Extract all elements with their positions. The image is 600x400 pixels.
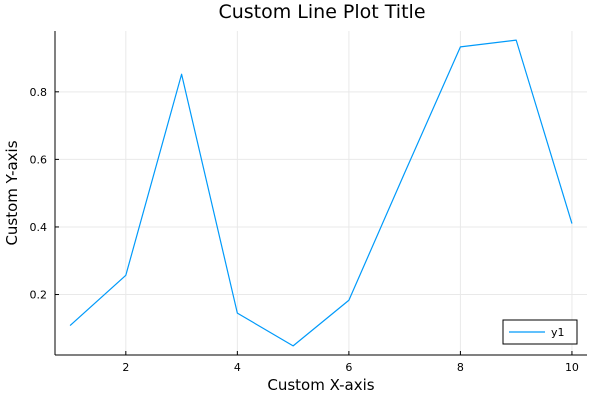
y-tick-label: 0.6	[30, 153, 48, 166]
legend: y1	[502, 319, 578, 345]
chart-title: Custom Line Plot Title	[218, 1, 425, 23]
tick-labels: 2 4 6 8 10 0.2 0.4 0.6 0.8	[30, 86, 579, 374]
axes	[54, 31, 587, 356]
x-tick-label: 10	[565, 361, 579, 374]
series-layer	[69, 39, 573, 347]
x-tick-label: 6	[345, 361, 352, 374]
tick-marks	[55, 91, 573, 355]
y-tick-label: 0.8	[30, 86, 48, 99]
y-tick-label: 0.4	[30, 221, 48, 234]
y-axis-title: Custom Y-axis	[3, 140, 21, 245]
x-tick-label: 4	[234, 361, 241, 374]
legend-label-y1: y1	[551, 326, 565, 339]
x-axis-title: Custom X-axis	[267, 376, 374, 394]
grid-lines	[55, 31, 587, 355]
x-tick-label: 8	[457, 361, 464, 374]
x-tick-label: 2	[122, 361, 129, 374]
y-tick-label: 0.2	[30, 289, 48, 302]
series-line-y1	[69, 39, 573, 347]
